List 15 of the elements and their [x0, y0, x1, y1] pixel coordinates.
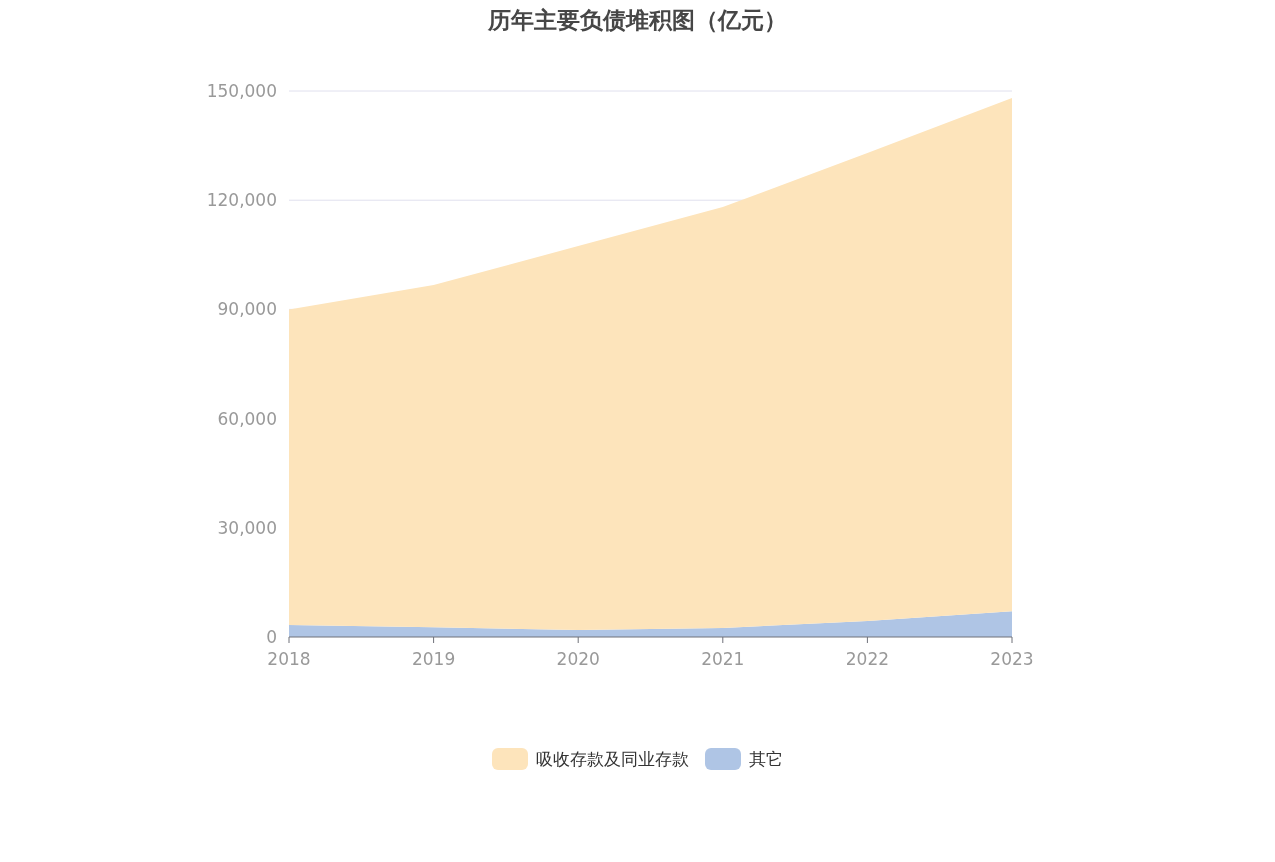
y-tick-label: 60,000 [217, 408, 277, 429]
x-tick-label: 2021 [701, 649, 745, 669]
x-tick-label: 2020 [556, 649, 600, 669]
legend-label: 吸收存款及同业存款 [536, 749, 689, 769]
y-tick-label: 120,000 [206, 190, 277, 211]
x-tick-label: 2022 [845, 649, 890, 669]
y-tick-label: 0 [266, 627, 277, 647]
legend-label: 其它 [749, 749, 783, 769]
y-tick-label: 90,000 [217, 299, 277, 320]
y-tick-label: 150,000 [206, 81, 277, 101]
chart-title: 历年主要负债堆积图（亿元） [487, 7, 787, 33]
x-tick-label: 2018 [267, 649, 311, 669]
y-tick-label: 30,000 [217, 517, 277, 538]
x-tick-label: 2019 [411, 649, 456, 669]
x-tick-label: 2023 [990, 649, 1034, 669]
